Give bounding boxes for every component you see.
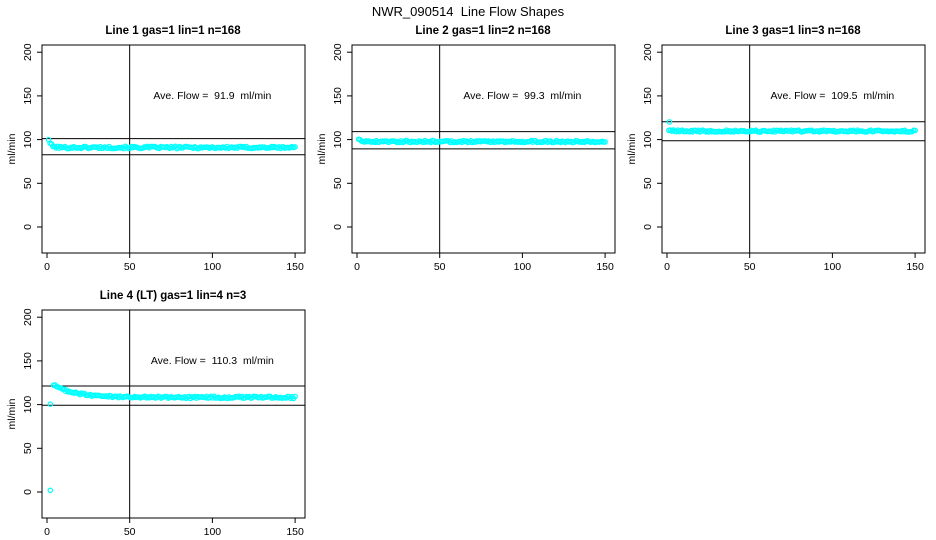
x-tick-label: 0 <box>354 261 360 273</box>
panel-4-y-axis-label: ml/min <box>6 398 18 430</box>
panel-1-y-axis-label: ml/min <box>6 133 18 165</box>
y-tick-label: 100 <box>332 131 344 149</box>
panel-3-plot: 0 50 100 150 200 0 50 100 150 <box>642 43 926 273</box>
x-tick-label: 50 <box>434 261 446 273</box>
x-tick-label: 100 <box>204 526 222 538</box>
y-tick-label: 150 <box>22 352 34 370</box>
panel-4-plot: 0 50 100 150 200 0 50 100 150 <box>22 308 306 538</box>
y-tick-label: 100 <box>642 131 654 149</box>
data-point <box>47 401 54 408</box>
x-tick-label: 50 <box>124 526 136 538</box>
data-point <box>292 144 298 150</box>
panel-2-avg-flow-annotation: Ave. Flow = 99.3 ml/min <box>463 89 582 102</box>
x-tick-label: 150 <box>596 261 614 273</box>
panel-3-avg-flow-annotation: Ave. Flow = 109.5 ml/min <box>770 89 895 102</box>
x-tick-label: 0 <box>664 261 670 273</box>
x-tick-label: 100 <box>514 261 532 273</box>
plot-box <box>41 309 306 519</box>
x-tick-label: 150 <box>906 261 924 273</box>
main-title: NWR_090514 Line Flow Shapes <box>371 4 565 19</box>
y-tick-label: 50 <box>332 177 344 189</box>
plot-box <box>41 44 306 254</box>
data-point <box>292 393 298 400</box>
panel-4-title: Line 4 (LT) gas=1 lin=4 n=3 <box>99 290 247 302</box>
x-tick-label: 100 <box>824 261 842 273</box>
y-tick-label: 200 <box>642 43 654 61</box>
y-tick-label: 50 <box>22 442 34 454</box>
y-tick-label: 100 <box>22 131 34 149</box>
x-tick-label: 50 <box>124 261 136 273</box>
x-tick-label: 0 <box>44 261 50 273</box>
y-tick-label: 150 <box>332 87 344 105</box>
panel-2-plot: 0 50 100 150 200 0 50 100 150 <box>332 43 616 273</box>
plot-box <box>351 44 616 254</box>
data-point <box>47 487 54 494</box>
panel-4-avg-flow-annotation: Ave. Flow = 110.3 ml/min <box>150 354 274 367</box>
y-tick-label: 200 <box>22 43 34 61</box>
x-tick-label: 150 <box>286 526 304 538</box>
panel-2-y-axis-label: ml/min <box>316 133 328 165</box>
y-tick-label: 0 <box>332 224 344 230</box>
plot-box <box>661 44 926 254</box>
y-tick-label: 0 <box>22 224 34 230</box>
x-tick-label: 50 <box>744 261 756 273</box>
y-tick-label: 200 <box>22 308 34 326</box>
y-tick-label: 0 <box>22 489 34 495</box>
y-tick-label: 0 <box>642 224 654 230</box>
panel-1-avg-flow-annotation: Ave. Flow = 91.9 ml/min <box>153 89 272 102</box>
y-tick-label: 50 <box>22 177 34 189</box>
panel-3-y-axis-label: ml/min <box>626 133 638 165</box>
x-tick-label: 100 <box>204 261 222 273</box>
data-point <box>602 139 608 145</box>
y-tick-label: 100 <box>22 396 34 414</box>
panel-1-plot: 0 50 100 150 200 0 50 100 150 <box>22 43 306 273</box>
data-point <box>912 127 918 134</box>
y-tick-label: 50 <box>642 177 654 189</box>
x-tick-label: 150 <box>286 261 304 273</box>
panel-3-title: Line 3 gas=1 lin=3 n=168 <box>725 25 861 37</box>
data-point <box>666 119 673 125</box>
panel-1-title: Line 1 gas=1 lin=1 n=168 <box>105 25 241 37</box>
data-point <box>553 137 560 144</box>
y-tick-label: 150 <box>642 87 654 105</box>
panel-2-title: Line 2 gas=1 lin=2 n=168 <box>415 25 551 37</box>
y-tick-label: 150 <box>22 87 34 105</box>
x-tick-label: 0 <box>44 526 50 538</box>
y-tick-label: 200 <box>332 43 344 61</box>
